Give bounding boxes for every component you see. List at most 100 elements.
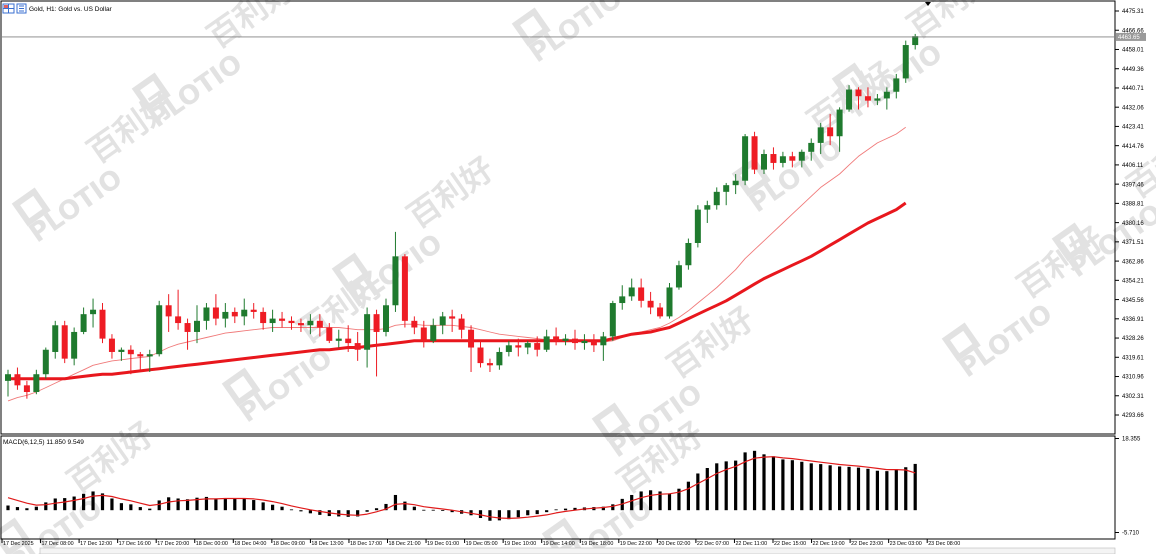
candle-body <box>194 320 200 332</box>
watermark-logo-icon <box>331 252 371 292</box>
candle-body <box>411 320 418 328</box>
watermark-logo-icon <box>1051 222 1091 262</box>
candle-body <box>61 325 68 359</box>
chart-shift-marker[interactable] <box>925 2 931 6</box>
candle <box>52 320 59 359</box>
macd-panel[interactable] <box>6 450 917 521</box>
macd-bar <box>630 494 634 511</box>
price-panel[interactable] <box>5 33 919 402</box>
candle-body <box>619 296 626 304</box>
macd-bar <box>488 510 492 521</box>
macd-bar <box>913 463 917 511</box>
candle-body <box>307 320 314 326</box>
macd-bar <box>743 452 747 511</box>
candle-body <box>127 349 134 355</box>
candle-body <box>52 325 59 352</box>
candle <box>430 318 437 344</box>
candle-body <box>505 345 512 352</box>
candle <box>137 351 144 370</box>
candle <box>108 334 115 359</box>
candle-body <box>874 98 881 101</box>
candle-body <box>789 156 796 161</box>
candle <box>439 311 446 335</box>
candle-body <box>761 154 767 170</box>
candle <box>326 323 333 344</box>
candle-body <box>893 78 900 92</box>
macd-bar <box>715 463 719 511</box>
price-tick-label: 4310.96 <box>1122 375 1144 381</box>
candle-body <box>231 311 238 317</box>
candle <box>23 380 30 399</box>
candle-body <box>600 336 607 346</box>
candle <box>562 334 569 346</box>
price-tick-label: 4406.11 <box>1122 163 1144 169</box>
macd-bar <box>6 505 10 511</box>
macd-bar <box>138 507 142 511</box>
price-tick-label: 4293.66 <box>1122 413 1144 419</box>
macd-bar <box>819 464 823 511</box>
macd-bar <box>223 498 227 511</box>
macd-bar <box>847 466 851 511</box>
candle-body <box>23 385 30 393</box>
candle-body <box>798 151 805 161</box>
candle <box>260 307 267 330</box>
macd-bar <box>25 508 29 511</box>
macd-bar <box>337 510 341 517</box>
candle-body <box>316 320 323 328</box>
price-tick-label: 4466.66 <box>1122 28 1144 34</box>
candle-body <box>846 89 853 110</box>
chart-type-icon[interactable] <box>16 3 27 14</box>
macd-bar <box>904 467 908 511</box>
macd-bar <box>563 508 568 511</box>
candle <box>5 369 11 397</box>
candle <box>458 314 465 339</box>
price-tick-label: 4440.71 <box>1122 86 1144 92</box>
macd-bar <box>545 510 549 513</box>
candle <box>307 314 314 335</box>
candle <box>647 291 654 315</box>
candle-body <box>430 325 437 341</box>
grid-icon[interactable] <box>2 3 15 14</box>
macd-bar <box>393 494 398 511</box>
macd-bar <box>781 459 785 511</box>
time-tick-label: 19 Dec 22:00 <box>620 541 652 547</box>
candle-body <box>439 316 446 326</box>
candle-body <box>279 318 286 321</box>
candle-body <box>146 354 153 357</box>
macd-bar <box>214 498 218 511</box>
watermark-logo-icon <box>11 187 51 227</box>
candle <box>269 309 276 332</box>
time-tick-label: 18 Dec 00:00 <box>196 541 228 547</box>
candle <box>761 149 767 175</box>
macd-bar <box>280 506 284 511</box>
candle-body <box>657 307 664 317</box>
price-tick-label: 4362.86 <box>1122 259 1144 265</box>
time-tick-label: 19 Dec 05:00 <box>466 541 498 547</box>
candle-body <box>250 309 257 312</box>
candle <box>704 200 711 223</box>
price-panel-frame <box>0 0 1116 435</box>
price-axis: 4475.31 4466.66 4458.01 4449.36 4440.71 4432.… <box>1 9 1146 419</box>
candle <box>231 307 238 324</box>
time-tick-label: 17 Dec 16:00 <box>119 541 151 547</box>
history-scrollbar[interactable] <box>39 547 1116 554</box>
candle-body <box>203 307 210 321</box>
macd-bar <box>535 510 539 515</box>
macd-bar <box>478 510 483 519</box>
price-tick-label: 4371.51 <box>1122 240 1144 246</box>
time-tick-label: 19 Dec 18:00 <box>581 541 613 547</box>
candle-body <box>364 314 371 350</box>
candle-body <box>212 307 219 319</box>
candle <box>855 87 862 110</box>
candle-body <box>666 287 673 317</box>
candle-body <box>80 314 87 332</box>
candle <box>203 303 210 330</box>
time-tick-label: 22 Dec 15:00 <box>774 541 806 547</box>
macd-bar <box>526 510 530 516</box>
candle <box>146 349 153 372</box>
candle-body <box>902 45 909 79</box>
macd-bar <box>809 463 813 511</box>
time-tick-label: 22 Dec 19:00 <box>813 541 845 547</box>
macd-bar <box>91 491 95 511</box>
